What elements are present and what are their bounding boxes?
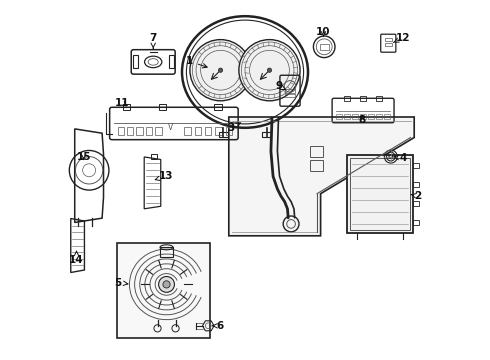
Bar [215,127,221,135]
Bar [195,127,201,135]
Text: 2: 2 [411,191,421,201]
Bar [360,96,366,101]
Text: 6: 6 [213,321,223,331]
Circle shape [190,40,251,101]
Bar [262,132,271,137]
Bar [122,104,130,110]
Bar [350,158,410,230]
Circle shape [268,68,271,72]
Bar [310,146,323,157]
Text: V: V [168,123,173,132]
Text: 9: 9 [276,81,286,91]
Bar [360,114,366,119]
Bar [285,89,295,93]
Bar [170,55,174,68]
Circle shape [219,68,222,72]
Bar [133,55,138,68]
Text: 13: 13 [155,171,173,181]
Bar [117,243,210,338]
Text: 14: 14 [69,251,84,265]
Bar [136,127,143,135]
Circle shape [163,281,170,288]
Bar [219,132,228,137]
Bar [320,44,328,50]
Bar [385,43,392,46]
Polygon shape [229,117,414,236]
Bar [205,127,211,135]
Bar [337,114,342,119]
Bar [184,127,191,135]
Text: 7: 7 [149,33,157,48]
Bar [414,201,419,206]
Text: 3: 3 [227,123,241,133]
Text: 5: 5 [115,278,128,288]
Bar [160,247,173,257]
Bar [146,127,152,135]
Bar [385,38,392,41]
Bar [384,114,390,119]
Circle shape [159,276,174,292]
Bar [225,127,232,135]
Bar [414,220,419,225]
Text: 4: 4 [394,153,407,163]
Bar [344,114,350,119]
Text: 11: 11 [115,98,129,108]
Bar [285,94,295,97]
Bar [376,114,382,119]
Circle shape [239,40,300,101]
Bar [346,155,414,233]
Bar [352,114,358,119]
Bar [127,127,133,135]
Text: 10: 10 [316,27,331,37]
Bar [215,104,221,110]
Bar [414,163,419,168]
Bar [344,96,350,101]
Bar [414,182,419,188]
Bar [159,104,166,110]
Text: 1: 1 [186,56,207,68]
Bar [118,127,124,135]
Bar [155,127,162,135]
Text: 15: 15 [76,152,91,162]
Text: 12: 12 [393,33,411,43]
Text: 8: 8 [358,114,366,125]
Bar [368,114,374,119]
Bar [376,96,382,101]
Bar [151,154,157,159]
Bar [310,160,323,171]
